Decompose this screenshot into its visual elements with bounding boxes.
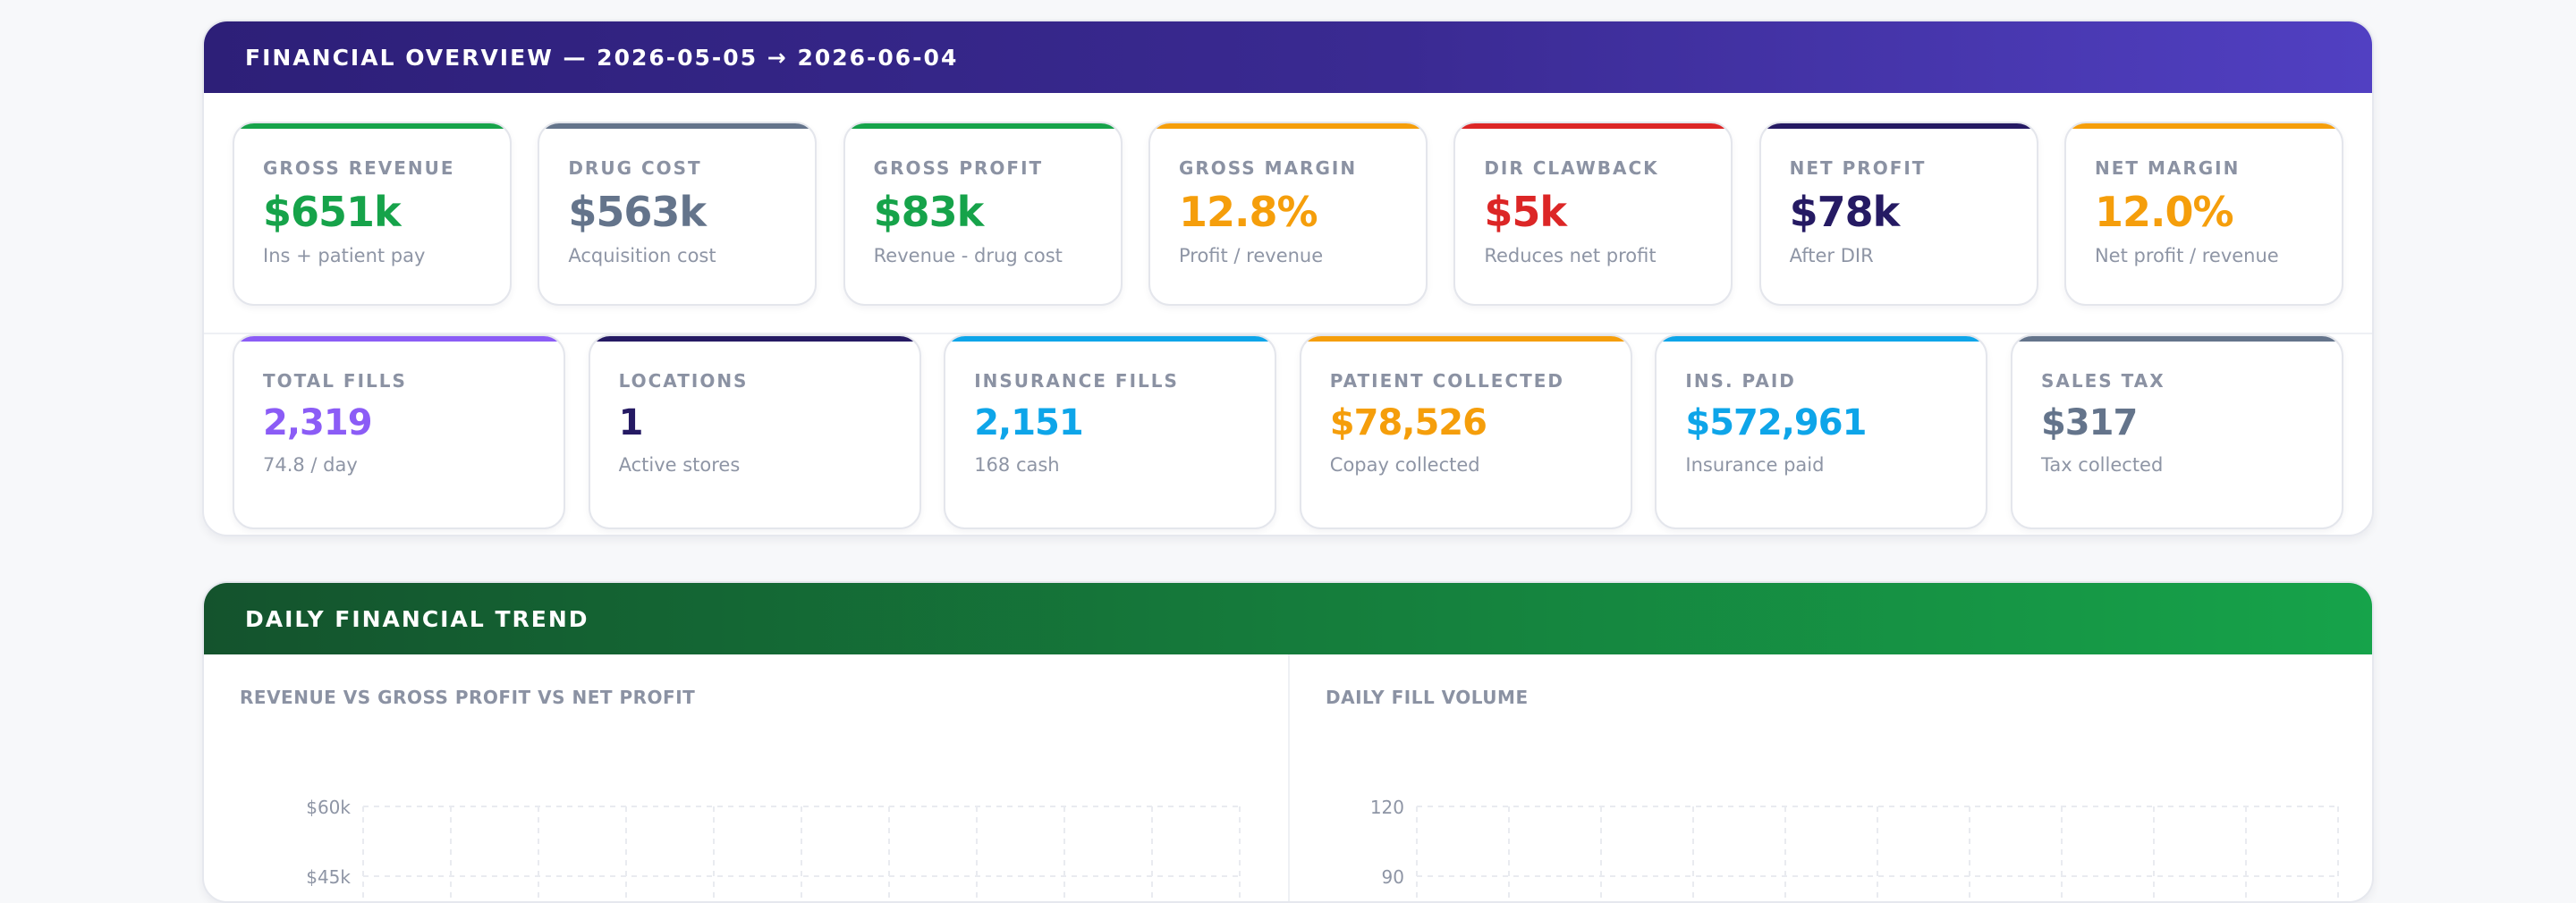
kpi-subtitle: Copay collected bbox=[1329, 454, 1480, 476]
kpi-subtitle: Ins + patient pay bbox=[263, 245, 426, 266]
kpi-value: 1 bbox=[618, 402, 644, 443]
y-tick-label: 120 bbox=[1370, 797, 1404, 818]
kpi-subtitle: Tax collected bbox=[2040, 454, 2164, 476]
kpi-subtitle: Net profit / revenue bbox=[2094, 245, 2279, 266]
kpi-card-gross-revenue: GROSS REVENUE $651k Ins + patient pay bbox=[233, 122, 512, 306]
kpi-card-patient-collected: PATIENT COLLECTED $78,526 Copay collected bbox=[1299, 334, 1632, 529]
chart-area: REVENUE VS GROSS PROFIT VS NET PROFIT $6… bbox=[204, 654, 2372, 901]
kpi-label: INSURANCE FILLS bbox=[974, 370, 1179, 392]
kpi-subtitle: Profit / revenue bbox=[1178, 245, 1324, 266]
kpi-label: GROSS REVENUE bbox=[263, 157, 455, 179]
kpi-label: NET PROFIT bbox=[1789, 157, 1927, 179]
financial-overview-header: FINANCIAL OVERVIEW — 2026-05-05 → 2026-0… bbox=[204, 21, 2372, 93]
kpi-value: $5k bbox=[1484, 188, 1567, 236]
row-divider bbox=[204, 333, 2372, 334]
kpi-value: $83k bbox=[873, 188, 985, 236]
y-tick-label: $60k bbox=[306, 797, 351, 818]
kpi-value: $563k bbox=[568, 188, 707, 236]
financial-overview-panel: FINANCIAL OVERVIEW — 2026-05-05 → 2026-0… bbox=[202, 20, 2374, 536]
kpi-label: PATIENT COLLECTED bbox=[1329, 370, 1565, 392]
financial-overview-title: FINANCIAL OVERVIEW — 2026-05-05 → 2026-0… bbox=[245, 44, 959, 71]
kpi-row-volume: TOTAL FILLS 2,319 74.8 / day LOCATIONS 1 Acti… bbox=[233, 334, 2343, 529]
kpi-value: 12.8% bbox=[1178, 188, 1318, 236]
kpi-label: GROSS PROFIT bbox=[873, 157, 1044, 179]
kpi-subtitle: Insurance paid bbox=[1685, 454, 1825, 476]
kpi-value: $572,961 bbox=[1685, 402, 1867, 443]
kpi-value: $78,526 bbox=[1329, 402, 1487, 443]
kpi-card-gross-margin: GROSS MARGIN 12.8% Profit / revenue bbox=[1148, 122, 1428, 306]
kpi-card-drug-cost: DRUG COST $563k Acquisition cost bbox=[538, 122, 818, 306]
y-tick-label: $45k bbox=[306, 866, 351, 888]
kpi-card-dir-clawback: DIR CLAWBACK $5k Reduces net profit bbox=[1453, 122, 1733, 306]
kpi-label: DRUG COST bbox=[568, 157, 702, 179]
kpi-subtitle: Acquisition cost bbox=[568, 245, 716, 266]
kpi-value: 2,151 bbox=[974, 402, 1084, 443]
kpi-value: $317 bbox=[2040, 402, 2138, 443]
kpi-card-gross-profit: GROSS PROFIT $83k Revenue - drug cost bbox=[843, 122, 1123, 306]
daily-trend-header: DAILY FINANCIAL TREND bbox=[204, 583, 2372, 654]
y-tick-label: 90 bbox=[1382, 866, 1404, 888]
kpi-card-net-profit: NET PROFIT $78k After DIR bbox=[1758, 122, 2038, 306]
kpi-subtitle: 74.8 / day bbox=[263, 454, 358, 476]
kpi-subtitle: Active stores bbox=[618, 454, 741, 476]
daily-trend-title: DAILY FINANCIAL TREND bbox=[245, 605, 589, 632]
kpi-card-insurance-fills: INSURANCE FILLS 2,151 168 cash bbox=[944, 334, 1277, 529]
kpi-value: $651k bbox=[263, 188, 402, 236]
kpi-row-financial: GROSS REVENUE $651k Ins + patient pay DRUG … bbox=[233, 122, 2343, 306]
kpi-label: DIR CLAWBACK bbox=[1484, 157, 1659, 179]
kpi-value: 12.0% bbox=[2094, 188, 2234, 236]
kpi-card-locations: LOCATIONS 1 Active stores bbox=[588, 334, 921, 529]
kpi-subtitle: 168 cash bbox=[974, 454, 1060, 476]
kpi-card-sales-tax: SALES TAX $317 Tax collected bbox=[2010, 334, 2343, 529]
kpi-label: SALES TAX bbox=[2040, 370, 2165, 392]
chart-divider bbox=[1288, 654, 1290, 901]
fill-volume-chart-title: DAILY FILL VOLUME bbox=[1326, 687, 1529, 708]
kpi-label: GROSS MARGIN bbox=[1178, 157, 1358, 179]
kpi-card-total-fills: TOTAL FILLS 2,319 74.8 / day bbox=[233, 334, 565, 529]
kpi-label: TOTAL FILLS bbox=[263, 370, 407, 392]
kpi-label: INS. PAID bbox=[1685, 370, 1796, 392]
kpi-label: LOCATIONS bbox=[618, 370, 749, 392]
kpi-subtitle: Revenue - drug cost bbox=[873, 245, 1063, 266]
kpi-card-net-margin: NET MARGIN 12.0% Net profit / revenue bbox=[2063, 122, 2343, 306]
kpi-value: $78k bbox=[1789, 188, 1901, 236]
kpi-value: 2,319 bbox=[263, 402, 373, 443]
daily-fill-volume-chart: 120 90 bbox=[1370, 797, 2339, 901]
kpi-label: NET MARGIN bbox=[2094, 157, 2241, 179]
revenue-profit-chart: $60k $45k bbox=[306, 797, 1241, 901]
revenue-chart-title: REVENUE VS GROSS PROFIT VS NET PROFIT bbox=[240, 687, 696, 708]
kpi-subtitle: After DIR bbox=[1789, 245, 1874, 266]
kpi-subtitle: Reduces net profit bbox=[1484, 245, 1657, 266]
kpi-card-ins-paid: INS. PAID $572,961 Insurance paid bbox=[1655, 334, 1988, 529]
daily-financial-trend-panel: DAILY FINANCIAL TREND REVENUE VS GROSS P… bbox=[202, 581, 2374, 903]
